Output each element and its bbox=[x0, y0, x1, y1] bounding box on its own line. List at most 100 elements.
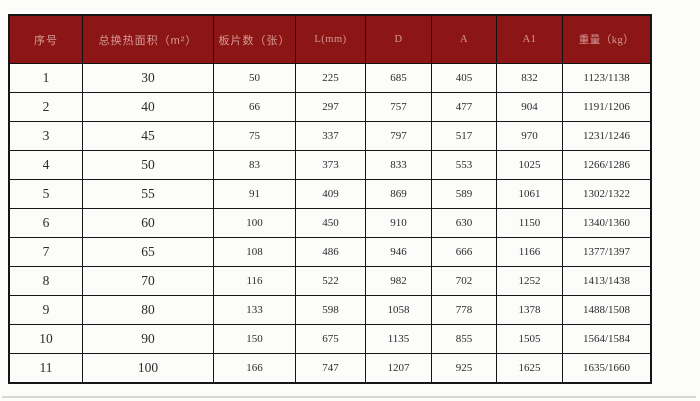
table-cell: 1564/1584 bbox=[562, 324, 652, 354]
table-cell: 1378 bbox=[496, 295, 563, 325]
table-cell: 1266/1286 bbox=[562, 150, 652, 180]
table-cell: 1191/1206 bbox=[562, 92, 652, 122]
table-cell: 337 bbox=[295, 121, 366, 151]
table-cell: 1135 bbox=[365, 324, 432, 354]
table-cell: 297 bbox=[295, 92, 366, 122]
table-cell: 1302/1322 bbox=[562, 179, 652, 209]
table-cell: 1505 bbox=[496, 324, 563, 354]
header-cell: D bbox=[365, 14, 432, 64]
table-cell: 1252 bbox=[496, 266, 563, 296]
table-cell: 598 bbox=[295, 295, 366, 325]
table-cell: 589 bbox=[431, 179, 497, 209]
table-cell: 1123/1138 bbox=[562, 63, 652, 93]
table-cell: 116 bbox=[213, 266, 296, 296]
table-cell: 40 bbox=[82, 92, 214, 122]
table-cell: 11 bbox=[8, 353, 83, 384]
table-cell: 91 bbox=[213, 179, 296, 209]
table-cell: 833 bbox=[365, 150, 432, 180]
table-cell: 100 bbox=[213, 208, 296, 238]
table-cell: 910 bbox=[365, 208, 432, 238]
table-row: 9 80 133 598 1058 778 1378 1488/1508 bbox=[8, 295, 652, 325]
table-cell: 517 bbox=[431, 121, 497, 151]
table-cell: 3 bbox=[8, 121, 83, 151]
table-cell: 1 bbox=[8, 63, 83, 93]
table-cell: 405 bbox=[431, 63, 497, 93]
table-cell: 1635/1660 bbox=[562, 353, 652, 384]
table-cell: 970 bbox=[496, 121, 563, 151]
table-cell: 2 bbox=[8, 92, 83, 122]
table-cell: 1231/1246 bbox=[562, 121, 652, 151]
table-cell: 778 bbox=[431, 295, 497, 325]
table-cell: 1625 bbox=[496, 353, 563, 384]
table-cell: 65 bbox=[82, 237, 214, 267]
table-row: 5 55 91 409 869 589 1061 1302/1322 bbox=[8, 179, 652, 209]
table-body: 1 30 50 225 685 405 832 1123/1138 2 40 66 297 757 477… bbox=[8, 63, 652, 384]
table-cell: 477 bbox=[431, 92, 497, 122]
table-cell: 7 bbox=[8, 237, 83, 267]
table-cell: 1340/1360 bbox=[562, 208, 652, 238]
table-cell: 925 bbox=[431, 353, 497, 384]
header-cell: 总换热面积（m²） bbox=[82, 14, 214, 64]
table-header: 序号 总换热面积（m²） 板片数（张） L(mm) D A A1 重量（kg） bbox=[8, 14, 652, 64]
table-cell: 666 bbox=[431, 237, 497, 267]
page-bottom-divider bbox=[2, 396, 696, 398]
table-cell: 50 bbox=[213, 63, 296, 93]
table-cell: 855 bbox=[431, 324, 497, 354]
table-row: 10 90 150 675 1135 855 1505 1564/1584 bbox=[8, 324, 652, 354]
table-cell: 70 bbox=[82, 266, 214, 296]
table-cell: 5 bbox=[8, 179, 83, 209]
header-cell: 板片数（张） bbox=[213, 14, 296, 64]
table-row: 4 50 83 373 833 553 1025 1266/1286 bbox=[8, 150, 652, 180]
table-cell: 9 bbox=[8, 295, 83, 325]
table-cell: 1058 bbox=[365, 295, 432, 325]
table-cell: 30 bbox=[82, 63, 214, 93]
table-row: 11 100 166 747 1207 925 1625 1635/1660 bbox=[8, 353, 652, 384]
table-cell: 797 bbox=[365, 121, 432, 151]
table-cell: 1025 bbox=[496, 150, 563, 180]
table-cell: 4 bbox=[8, 150, 83, 180]
table-cell: 10 bbox=[8, 324, 83, 354]
table-cell: 553 bbox=[431, 150, 497, 180]
table-cell: 747 bbox=[295, 353, 366, 384]
table-cell: 55 bbox=[82, 179, 214, 209]
table-cell: 946 bbox=[365, 237, 432, 267]
table-cell: 982 bbox=[365, 266, 432, 296]
table-cell: 66 bbox=[213, 92, 296, 122]
table-cell: 904 bbox=[496, 92, 563, 122]
table-cell: 6 bbox=[8, 208, 83, 238]
header-row: 序号 总换热面积（m²） 板片数（张） L(mm) D A A1 重量（kg） bbox=[8, 14, 652, 64]
table-cell: 1488/1508 bbox=[562, 295, 652, 325]
table-cell: 1166 bbox=[496, 237, 563, 267]
table-cell: 832 bbox=[496, 63, 563, 93]
table-cell: 450 bbox=[295, 208, 366, 238]
table-cell: 522 bbox=[295, 266, 366, 296]
table-cell: 45 bbox=[82, 121, 214, 151]
table-cell: 80 bbox=[82, 295, 214, 325]
table-cell: 1150 bbox=[496, 208, 563, 238]
header-cell: 序号 bbox=[8, 14, 83, 64]
table-cell: 75 bbox=[213, 121, 296, 151]
table-cell: 685 bbox=[365, 63, 432, 93]
table-row: 8 70 116 522 982 702 1252 1413/1438 bbox=[8, 266, 652, 296]
table-cell: 8 bbox=[8, 266, 83, 296]
table-cell: 1207 bbox=[365, 353, 432, 384]
table-cell: 675 bbox=[295, 324, 366, 354]
table-row: 2 40 66 297 757 477 904 1191/1206 bbox=[8, 92, 652, 122]
table-cell: 869 bbox=[365, 179, 432, 209]
table-cell: 90 bbox=[82, 324, 214, 354]
header-cell: A bbox=[431, 14, 497, 64]
table-cell: 100 bbox=[82, 353, 214, 384]
table-cell: 1061 bbox=[496, 179, 563, 209]
table-cell: 166 bbox=[213, 353, 296, 384]
table-cell: 1413/1438 bbox=[562, 266, 652, 296]
table-cell: 133 bbox=[213, 295, 296, 325]
header-cell: 重量（kg） bbox=[562, 14, 652, 64]
table-row: 1 30 50 225 685 405 832 1123/1138 bbox=[8, 63, 652, 93]
table-cell: 225 bbox=[295, 63, 366, 93]
table-row: 3 45 75 337 797 517 970 1231/1246 bbox=[8, 121, 652, 151]
table-cell: 409 bbox=[295, 179, 366, 209]
table-cell: 702 bbox=[431, 266, 497, 296]
table-cell: 373 bbox=[295, 150, 366, 180]
table-cell: 486 bbox=[295, 237, 366, 267]
